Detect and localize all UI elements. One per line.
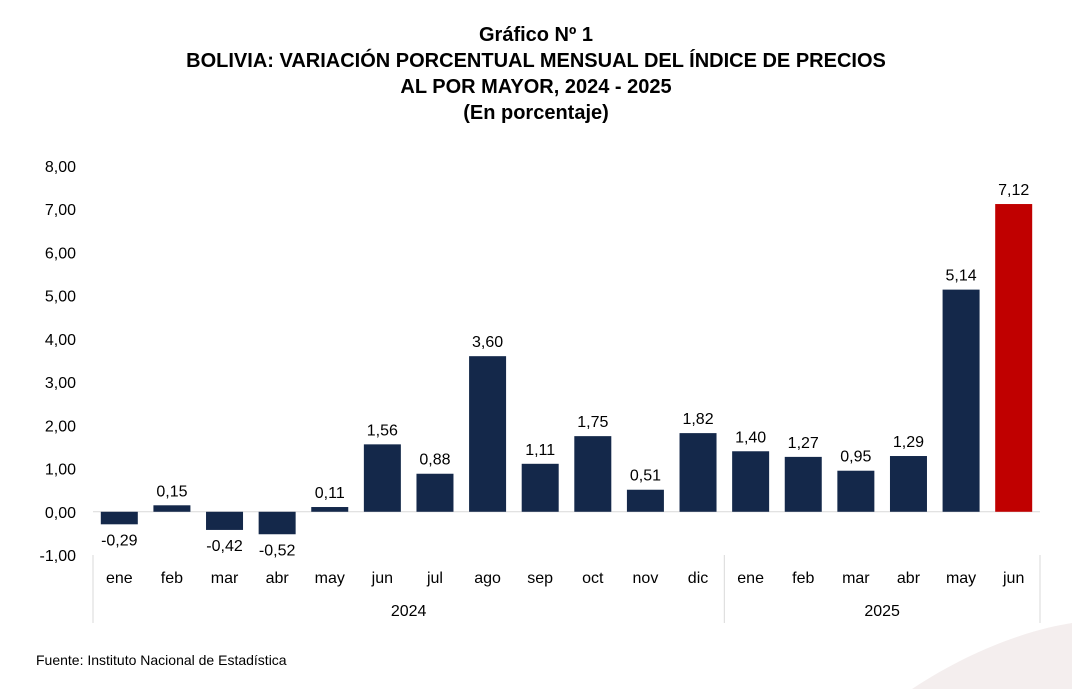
x-tick-label: may	[315, 570, 345, 587]
data-label: 0,95	[840, 449, 871, 466]
bar	[206, 511, 244, 530]
bar	[258, 511, 296, 535]
chart-title-line-3: AL POR MAYOR, 2024 - 2025	[400, 76, 672, 98]
data-label: 1,75	[577, 414, 608, 431]
y-tick-label: 2,00	[45, 418, 76, 435]
chart-title-line-4: (En porcentaje)	[463, 102, 609, 124]
data-label: -0,42	[206, 538, 243, 555]
bar	[153, 505, 191, 512]
x-tick-label: feb	[792, 570, 814, 587]
data-label: 7,12	[998, 182, 1029, 199]
x-tick-label: mar	[842, 570, 870, 587]
data-label: 0,51	[630, 468, 661, 485]
y-tick-label: 1,00	[45, 462, 76, 479]
bar-chart: -1,00 0,00 1,00 2,00 3,00 4,00 5,00 6,00 7,00 8,0…	[40, 159, 1041, 623]
bar	[942, 289, 980, 512]
x-tick-label: oct	[582, 570, 604, 587]
bar	[732, 451, 770, 512]
y-tick-label: 6,00	[45, 245, 76, 262]
bar	[784, 456, 822, 512]
bar	[100, 511, 138, 525]
bar	[416, 473, 454, 512]
data-label: 1,11	[525, 442, 555, 459]
data-label: 1,82	[682, 411, 713, 428]
data-label: 0,15	[156, 483, 187, 500]
x-tick-label: sep	[527, 570, 553, 587]
x-tick-label: feb	[161, 570, 183, 587]
chart-title-line-1: Gráfico Nº 1	[478, 24, 593, 46]
data-label: 0,11	[315, 485, 345, 502]
bar	[995, 204, 1033, 512]
data-label: 1,27	[788, 435, 819, 452]
y-tick-label: 4,00	[45, 332, 76, 349]
data-label: 1,29	[893, 434, 924, 451]
data-label: 5,14	[946, 268, 977, 285]
data-label: -0,52	[259, 542, 296, 559]
data-label: 0,88	[419, 452, 450, 469]
x-tick-label: abr	[266, 570, 290, 587]
bar	[626, 489, 664, 512]
y-tick-label: 7,00	[45, 202, 76, 219]
bar	[837, 470, 875, 512]
x-tick-label: ago	[474, 570, 501, 587]
x-tick-label: abr	[897, 570, 921, 587]
x-tick-label: jul	[426, 570, 443, 587]
chart-title-block: Gráfico Nº 1 BOLIVIA: VARIACIÓN PORCENTU…	[0, 22, 1072, 126]
year-group-label: 2024	[391, 603, 427, 620]
source-note: Fuente: Instituto Nacional de Estadístic…	[36, 652, 287, 668]
chart-title-line-2: BOLIVIA: VARIACIÓN PORCENTUAL MENSUAL DE…	[186, 50, 886, 72]
y-tick-label: 3,00	[45, 375, 76, 392]
x-tick-label: ene	[106, 570, 133, 587]
bar	[469, 356, 507, 512]
data-label: -0,29	[101, 532, 138, 549]
x-tick-label: mar	[211, 570, 239, 587]
bar	[679, 433, 717, 512]
data-label: 3,60	[472, 334, 503, 351]
data-label: 1,56	[367, 422, 398, 439]
bar	[574, 436, 612, 512]
x-tick-label: nov	[633, 570, 659, 587]
x-tick-label: jun	[371, 570, 393, 587]
x-tick-label: ene	[737, 570, 764, 587]
x-tick-label: dic	[688, 570, 708, 587]
y-tick-label: 0,00	[45, 505, 76, 522]
corner-decoration	[912, 623, 1072, 689]
bar	[363, 444, 401, 512]
y-tick-label: 5,00	[45, 289, 76, 306]
x-tick-label: may	[946, 570, 976, 587]
y-tick-label: 8,00	[45, 159, 76, 176]
bar	[521, 463, 559, 512]
bar	[889, 456, 927, 512]
year-group-label: 2025	[864, 603, 900, 620]
x-tick-label: jun	[1002, 570, 1024, 587]
bar	[311, 507, 349, 512]
y-tick-label: -1,00	[40, 548, 77, 565]
data-label: 1,40	[735, 429, 766, 446]
